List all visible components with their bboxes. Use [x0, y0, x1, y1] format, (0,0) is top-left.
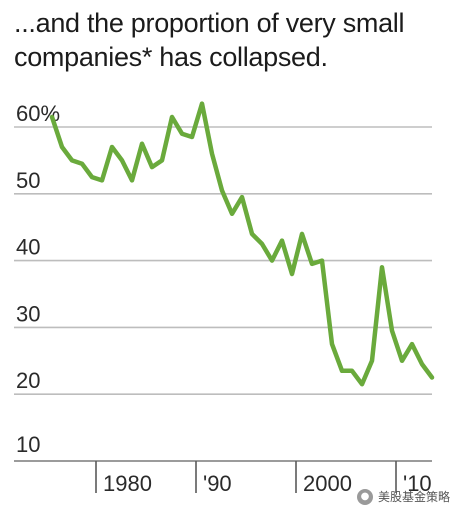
y-tick-label: 20 [16, 368, 40, 393]
series-line [49, 101, 435, 387]
x-tick-label: 2000 [303, 471, 352, 496]
gridlines [14, 126, 432, 462]
x-tick-label: '90 [203, 471, 232, 496]
x-tick-label: 1980 [103, 471, 152, 496]
series-layer [49, 101, 435, 387]
y-tick-label: 50 [16, 168, 40, 193]
watermark: ● 美股基金策略 [356, 488, 450, 505]
wechat-icon: ● [356, 488, 373, 505]
y-tick-label: 30 [16, 301, 40, 326]
x-tick-label: '10 [403, 471, 432, 496]
y-tick-label: 10 [16, 432, 40, 457]
x-axis: 1980 '90 2000 '10 [95, 461, 432, 496]
chart-title: ...and the proportion of very small comp… [14, 8, 405, 72]
y-tick-label: 40 [16, 235, 40, 260]
watermark-text: 美股基金策略 [377, 490, 450, 504]
